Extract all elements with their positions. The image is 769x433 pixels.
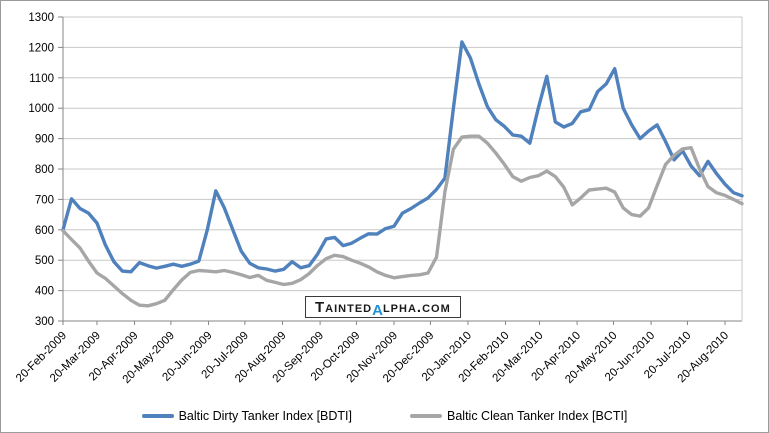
bcti-legend-label: Baltic Clean Tanker Index [BCTI] bbox=[447, 409, 628, 423]
y-tick-label: 700 bbox=[35, 194, 54, 206]
bcti-line-swatch bbox=[410, 414, 442, 418]
y-tick-label: 400 bbox=[35, 286, 54, 298]
bdti-line-swatch bbox=[141, 414, 174, 418]
series-line-bdti bbox=[61, 40, 744, 274]
watermark-alpha-glyph: α bbox=[372, 295, 383, 320]
y-tick-label: 1200 bbox=[28, 42, 54, 54]
legend: Baltic Dirty Tanker Index [BDTI] Baltic … bbox=[1, 409, 768, 423]
bdti-legend-label: Baltic Dirty Tanker Index [BDTI] bbox=[178, 409, 352, 423]
legend-item-bcti: Baltic Clean Tanker Index [BCTI] bbox=[410, 409, 627, 423]
y-tick-label: 800 bbox=[35, 164, 54, 176]
watermark-text-suffix: lpha.com bbox=[382, 298, 451, 316]
y-tick-label: 1000 bbox=[28, 103, 54, 115]
y-tick-label: 500 bbox=[35, 255, 54, 267]
y-tick-label: 300 bbox=[35, 316, 54, 328]
series-line-bcti bbox=[61, 134, 744, 308]
legend-item-bdti: Baltic Dirty Tanker Index [BDTI] bbox=[141, 409, 352, 423]
y-tick-label: 900 bbox=[35, 134, 54, 146]
y-tick-label: 1300 bbox=[28, 12, 54, 24]
y-tick-label: 600 bbox=[35, 225, 54, 237]
y-tick-label: 1100 bbox=[29, 73, 54, 85]
watermark-text-prefix: Tainted bbox=[315, 298, 373, 316]
watermark: Tainted α lpha.com bbox=[305, 295, 461, 320]
